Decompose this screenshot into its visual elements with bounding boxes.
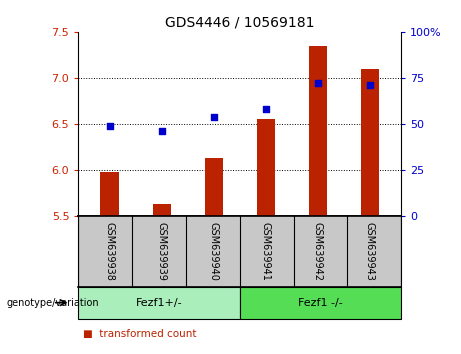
- Bar: [78, 287, 240, 319]
- Text: GSM639939: GSM639939: [157, 222, 166, 280]
- Bar: [205, 158, 223, 216]
- Text: GSM639942: GSM639942: [313, 222, 323, 281]
- Point: [262, 106, 269, 112]
- Text: GSM639938: GSM639938: [105, 222, 115, 280]
- Title: GDS4446 / 10569181: GDS4446 / 10569181: [165, 15, 314, 29]
- Bar: [257, 119, 275, 216]
- Text: genotype/variation: genotype/variation: [7, 298, 100, 308]
- Point: [106, 123, 113, 129]
- Text: Fezf1+/-: Fezf1+/-: [136, 298, 183, 308]
- Text: GSM639941: GSM639941: [261, 222, 271, 280]
- Text: ■  transformed count: ■ transformed count: [83, 329, 196, 339]
- Point: [366, 82, 373, 88]
- Point: [210, 114, 218, 119]
- Bar: [361, 69, 379, 216]
- Bar: [240, 287, 401, 319]
- Text: Fezf1 -/-: Fezf1 -/-: [298, 298, 343, 308]
- Point: [158, 129, 165, 134]
- Bar: [153, 204, 171, 216]
- Bar: [309, 46, 327, 216]
- Text: GSM639943: GSM639943: [365, 222, 375, 280]
- Point: [314, 81, 321, 86]
- Bar: [100, 172, 119, 216]
- Text: GSM639940: GSM639940: [209, 222, 219, 280]
